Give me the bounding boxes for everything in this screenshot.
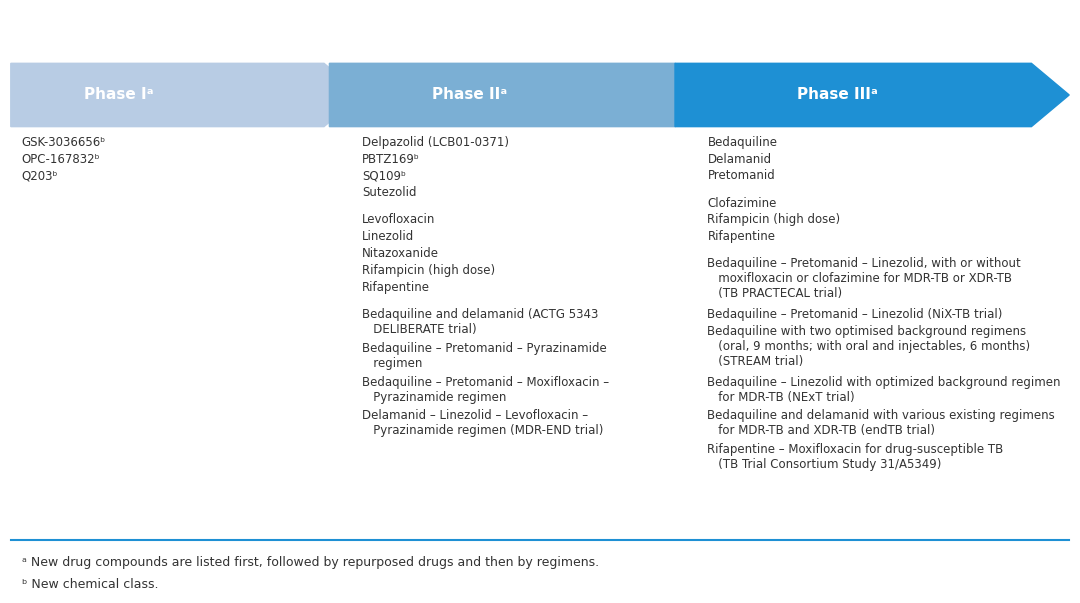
Text: OPC-167832ᵇ: OPC-167832ᵇ	[22, 153, 100, 166]
Text: Linezolid: Linezolid	[362, 230, 414, 244]
Text: Nitazoxanide: Nitazoxanide	[362, 247, 438, 260]
Text: Q203ᵇ: Q203ᵇ	[22, 169, 58, 183]
Text: Bedaquiline – Pretomanid – Linezolid (NiX-TB trial): Bedaquiline – Pretomanid – Linezolid (Ni…	[707, 308, 1002, 321]
Text: Bedaquiline: Bedaquiline	[707, 136, 778, 149]
Text: Delpazolid (LCB01-0371): Delpazolid (LCB01-0371)	[362, 136, 509, 149]
Text: ᵇ New chemical class.: ᵇ New chemical class.	[22, 578, 158, 591]
Text: Rifapentine: Rifapentine	[362, 281, 430, 294]
Text: ᵃ New drug compounds are listed first, followed by repurposed drugs and then by : ᵃ New drug compounds are listed first, f…	[22, 556, 598, 569]
Text: SQ109ᵇ: SQ109ᵇ	[362, 169, 406, 183]
Text: Phase Iᵃ: Phase Iᵃ	[84, 87, 153, 103]
Text: Sutezolid: Sutezolid	[362, 186, 416, 200]
Text: Bedaquiline and delamanid with various existing regimens
   for MDR-TB and XDR-T: Bedaquiline and delamanid with various e…	[707, 409, 1055, 437]
Text: Bedaquiline – Linezolid with optimized background regimen
   for MDR-TB (NExT tr: Bedaquiline – Linezolid with optimized b…	[707, 376, 1061, 403]
Text: GSK-3036656ᵇ: GSK-3036656ᵇ	[22, 136, 106, 149]
Text: Rifampicin (high dose): Rifampicin (high dose)	[707, 213, 840, 227]
Polygon shape	[675, 63, 1069, 127]
Text: Rifampicin (high dose): Rifampicin (high dose)	[362, 264, 495, 277]
Text: Delamanid – Linezolid – Levofloxacin –
   Pyrazinamide regimen (MDR-END trial): Delamanid – Linezolid – Levofloxacin – P…	[362, 409, 603, 437]
Text: Delamanid: Delamanid	[707, 153, 771, 166]
Text: Pretomanid: Pretomanid	[707, 169, 775, 183]
Polygon shape	[329, 63, 713, 127]
Text: Bedaquiline – Pretomanid – Linezolid, with or without
   moxifloxacin or clofazi: Bedaquiline – Pretomanid – Linezolid, wi…	[707, 257, 1022, 300]
Text: Phase IIIᵃ: Phase IIIᵃ	[797, 87, 877, 103]
Text: Bedaquiline – Pretomanid – Pyrazinamide
   regimen: Bedaquiline – Pretomanid – Pyrazinamide …	[362, 342, 607, 370]
Text: Rifapentine – Moxifloxacin for drug-susceptible TB
   (TB Trial Consortium Study: Rifapentine – Moxifloxacin for drug-susc…	[707, 443, 1003, 471]
Text: Bedaquiline and delamanid (ACTG 5343
   DELIBERATE trial): Bedaquiline and delamanid (ACTG 5343 DEL…	[362, 308, 598, 336]
Text: Phase IIᵃ: Phase IIᵃ	[432, 87, 508, 103]
Text: PBTZ169ᵇ: PBTZ169ᵇ	[362, 153, 420, 166]
Text: Clofazimine: Clofazimine	[707, 197, 777, 210]
Text: Levofloxacin: Levofloxacin	[362, 213, 435, 227]
Polygon shape	[11, 63, 362, 127]
Text: Bedaquiline – Pretomanid – Moxifloxacin –
   Pyrazinamide regimen: Bedaquiline – Pretomanid – Moxifloxacin …	[362, 376, 609, 403]
Text: Bedaquiline with two optimised background regimens
   (oral, 9 months; with oral: Bedaquiline with two optimised backgroun…	[707, 325, 1030, 368]
Text: Rifapentine: Rifapentine	[707, 230, 775, 244]
